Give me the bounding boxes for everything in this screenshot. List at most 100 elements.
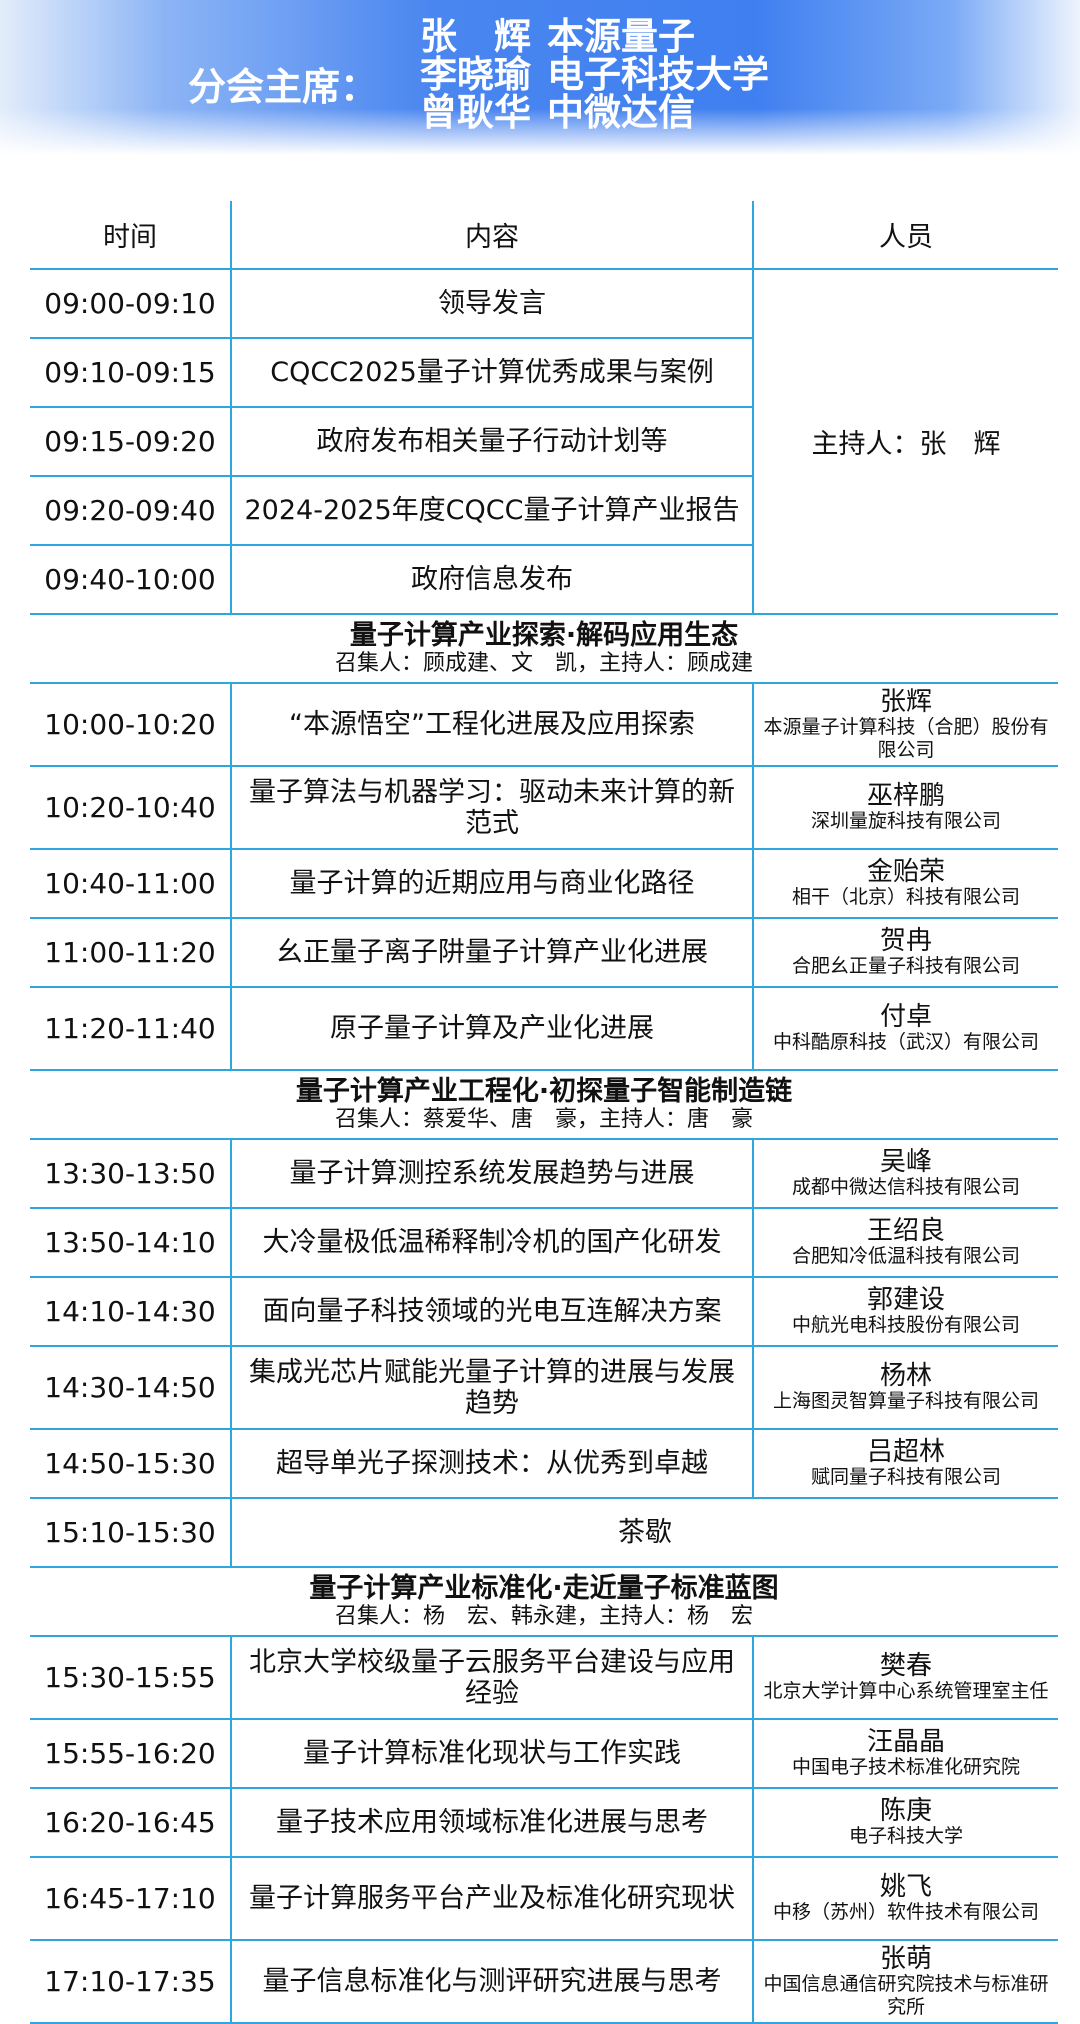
topic-cell: 量子算法与机器学习：驱动未来计算的新范式 (230, 766, 753, 850)
organization: 中航光电科技股份有限公司 (791, 1314, 1020, 1336)
topic-cell: 量子信息标准化与测评研究进展与思考 (230, 1940, 753, 2024)
section-cell: 量子计算产业探索·解码应用生态 召集人：顾成建、文 凯，主持人：顾成建 (30, 614, 1058, 684)
topic-cell: 2024-2025年度CQCC量子计算产业报告 (230, 476, 753, 546)
topic-cell: 北京大学校级量子云服务平台建设与应用经验 (230, 1636, 753, 1720)
topic-cell: 集成光芯片赋能光量子计算的进展与发展趋势 (230, 1346, 753, 1430)
speaker-cell: 吴峰 成都中微达信科技有限公司 (752, 1139, 1058, 1209)
time: 15:55-16:20 (44, 1737, 216, 1770)
organization: 深圳量旋科技有限公司 (810, 810, 1001, 832)
speaker: 姚飞 (879, 1872, 932, 1902)
topic: “本源悟空”工程化进展及应用探索 (289, 709, 695, 740)
chair-name: 张 辉 (420, 15, 531, 58)
topic-cell: 量子计算测控系统发展趋势与进展 (230, 1139, 753, 1209)
time-cell: 17:10-17:35 (30, 1940, 231, 2024)
organization: 北京大学计算中心系统管理室主任 (763, 1680, 1049, 1702)
time-cell: 14:30-14:50 (30, 1346, 231, 1430)
time-cell: 09:15-09:20 (30, 407, 231, 477)
section-title: 量子计算产业工程化·初探量子智能制造链 (295, 1076, 793, 1107)
topic: 量子计算测控系统发展趋势与进展 (289, 1158, 695, 1189)
organization: 中国电子技术标准化研究院 (791, 1756, 1020, 1778)
row: 09:20-09:40 2024-2025年度CQCC量子计算产业报告 (30, 476, 1058, 546)
row: 09:40-10:00 政府信息发布 (30, 545, 1058, 615)
topic: 量子算法与机器学习：驱动未来计算的新范式 (249, 776, 735, 839)
row: 11:20-11:40 原子量子计算及产业化进展 付卓 中科酷原科技（武汉）有限公司 (30, 987, 1058, 1071)
column-header: 人员 (752, 201, 1058, 270)
topic-cell: 量子计算服务平台产业及标准化研究现状 (230, 1857, 753, 1941)
topic-cell: CQCC2025量子计算优秀成果与案例 (230, 338, 753, 408)
speaker-cell: 吕超林 赋同量子科技有限公司 (752, 1429, 1058, 1499)
topic: 量子计算服务平台产业及标准化研究现状 (249, 1883, 735, 1914)
time: 14:10-14:30 (44, 1295, 216, 1328)
row: 09:00-09:10 领导发言 主持人：张 辉 (30, 269, 1058, 615)
chair: 李晓瑜 电子科技大学 (420, 56, 769, 94)
speaker: 王绍良 (866, 1216, 945, 1246)
section-cell: 量子计算产业标准化·走近量子标准蓝图 召集人：杨 宏、韩永建，主持人：杨 宏 (30, 1567, 1058, 1637)
time-cell: 09:10-09:15 (30, 338, 231, 408)
speaker: 陈庚 (879, 1796, 932, 1826)
time: 16:45-17:10 (44, 1882, 216, 1915)
speaker-cell: 贺冉 合肥幺正量子科技有限公司 (752, 918, 1058, 988)
topic-cell: 量子计算标准化现状与工作实践 (230, 1719, 753, 1789)
time-cell: 10:40-11:00 (30, 849, 231, 919)
speaker: 付卓 (879, 1002, 932, 1032)
time-cell: 10:20-10:40 (30, 766, 231, 850)
chair-org: 电子科技大学 (547, 53, 769, 96)
topic: 原子量子计算及产业化进展 (330, 1013, 654, 1044)
chair-label: 分会主席： (188, 65, 379, 109)
time: 15:10-15:30 (44, 1516, 216, 1549)
convener: 召集人：蔡爱华、唐 豪，主持人：唐 豪 (334, 1107, 753, 1132)
speaker: 杨林 (879, 1361, 932, 1391)
speaker: 郭建设 (866, 1285, 945, 1315)
host-cell: 主持人：张 辉 (752, 269, 1058, 615)
speaker-cell: 张萌 中国信息通信研究院技术与标准研究所 (752, 1940, 1058, 2024)
speaker: 吴峰 (879, 1147, 932, 1177)
speaker-cell: 王绍良 合肥知冷低温科技有限公司 (752, 1208, 1058, 1278)
chair: 曾耿华 中微达信 (420, 94, 769, 132)
section-row: 量子计算产业标准化·走近量子标准蓝图 召集人：杨 宏、韩永建，主持人：杨 宏 (30, 1567, 1058, 1637)
topic-cell: 大冷量极低温稀释制冷机的国产化研发 (230, 1208, 753, 1278)
topic: 量子技术应用领域标准化进展与思考 (276, 1807, 708, 1838)
time: 15:30-15:55 (44, 1661, 216, 1694)
time-cell: 15:10-15:30 (30, 1498, 231, 1568)
column-header: 时间 (30, 201, 231, 270)
row: 09:10-09:15 CQCC2025量子计算优秀成果与案例 (30, 338, 1058, 408)
topic-cell: 面向量子科技领域的光电互连解决方案 (230, 1277, 753, 1347)
banner: 分会主席： 张 辉本源量子 李晓瑜 电子科技大学 曾耿华 中微达信 (0, 0, 1080, 155)
time-cell: 15:55-16:20 (30, 1719, 231, 1789)
chairs: 张 辉本源量子 李晓瑜 电子科技大学 曾耿华 中微达信 (420, 18, 769, 132)
speaker: 樊春 (879, 1651, 932, 1681)
time: 14:30-14:50 (44, 1371, 216, 1404)
time-cell: 09:20-09:40 (30, 476, 231, 546)
column-header: 内容 (230, 201, 753, 270)
time-cell: 15:30-15:55 (30, 1636, 231, 1720)
organization: 合肥知冷低温科技有限公司 (791, 1245, 1020, 1267)
row: 10:00-10:20 “本源悟空”工程化进展及应用探索 张辉 本源量子计算科技（合肥… (30, 683, 1058, 767)
topic-cell: 幺正量子离子阱量子计算产业化进展 (230, 918, 753, 988)
time-cell: 13:30-13:50 (30, 1139, 231, 1209)
time-cell: 09:00-09:10 (30, 269, 231, 339)
time-cell: 10:00-10:20 (30, 683, 231, 767)
topic: 幺正量子离子阱量子计算产业化进展 (276, 937, 708, 968)
organization: 中科酷原科技（武汉）有限公司 (772, 1031, 1039, 1053)
speaker: 吕超林 (866, 1437, 945, 1467)
speaker-cell: 金贻荣 相干（北京）科技有限公司 (752, 849, 1058, 919)
row: 13:30-13:50 量子计算测控系统发展趋势与进展 吴峰 成都中微达信科技有限公司 (30, 1139, 1058, 1209)
time: 16:20-16:45 (44, 1806, 216, 1839)
row: 15:30-15:55 北京大学校级量子云服务平台建设与应用经验 樊春 北京大学计算中… (30, 1636, 1058, 1720)
speaker: 张辉 (879, 686, 932, 717)
time: 10:00-10:20 (44, 708, 216, 741)
speaker: 巫梓鹏 (866, 781, 945, 811)
time-cell: 11:20-11:40 (30, 987, 231, 1071)
speaker-cell: 汪晶晶 中国电子技术标准化研究院 (752, 1719, 1058, 1789)
speaker: 贺冉 (879, 926, 932, 956)
section-row: 量子计算产业探索·解码应用生态 召集人：顾成建、文 凯，主持人：顾成建 (30, 614, 1058, 684)
header-row: 时间 内容 人员 (30, 201, 1058, 270)
topic: 超导单光子探测技术：从优秀到卓越 (276, 1448, 708, 1479)
topic-cell: “本源悟空”工程化进展及应用探索 (230, 683, 753, 767)
topic-cell: 量子计算的近期应用与商业化路径 (230, 849, 753, 919)
time: 09:00-09:10 (44, 287, 216, 320)
time: 10:20-10:40 (44, 791, 216, 824)
time: 14:50-15:30 (44, 1447, 216, 1480)
row: 13:50-14:10 大冷量极低温稀释制冷机的国产化研发 王绍良 合肥知冷低温科技有… (30, 1208, 1058, 1278)
